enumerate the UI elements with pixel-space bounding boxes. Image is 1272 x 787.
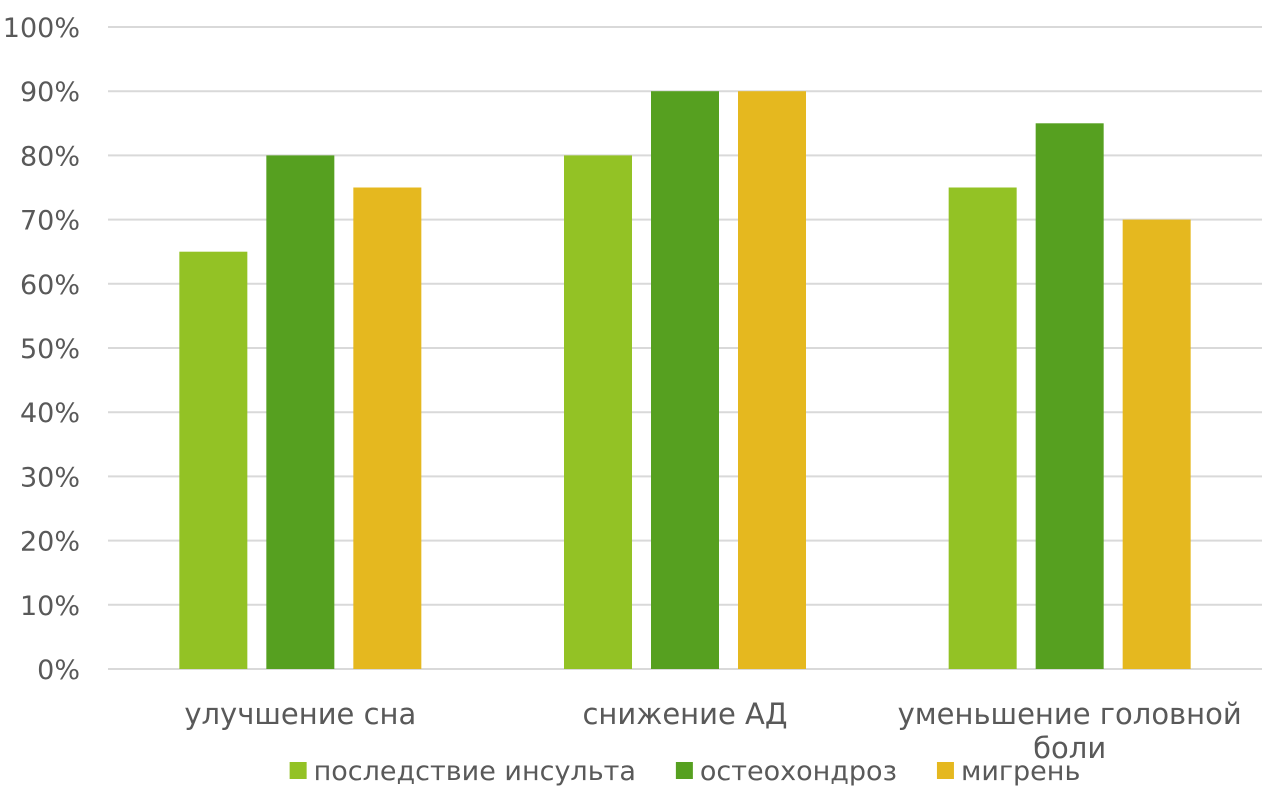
x-category-label: снижение АД xyxy=(582,697,787,731)
bar xyxy=(738,91,806,669)
y-tick-label: 70% xyxy=(20,206,80,237)
y-tick-label: 30% xyxy=(20,462,80,493)
legend-swatch xyxy=(675,762,693,779)
bar xyxy=(179,251,248,669)
bar xyxy=(1122,219,1191,669)
legend-label: мигрень xyxy=(961,756,1080,787)
bar xyxy=(948,187,1017,669)
legend-swatch xyxy=(289,762,307,779)
legend-label: остеохондроз xyxy=(700,756,897,787)
legend: последствие инсульта остеохондроз мигрень xyxy=(289,756,1080,787)
legend-item: остеохондроз xyxy=(675,756,897,787)
y-tick-label: 60% xyxy=(20,270,80,301)
y-tick-label: 20% xyxy=(20,527,80,558)
y-tick-label: 0% xyxy=(37,655,80,686)
y-axis-ticks: 0% 10% 20% 30% 40% 50% 60% 70% 80% 90% 100% xyxy=(3,13,80,686)
y-tick-label: 50% xyxy=(20,334,80,365)
bar xyxy=(651,91,719,669)
x-category-label: улучшение сна xyxy=(184,697,416,731)
x-category-label: уменьшение головной боли xyxy=(898,697,1242,765)
bars xyxy=(179,91,1191,670)
y-tick-label: 100% xyxy=(3,13,80,44)
legend-item: последствие инсульта xyxy=(289,756,636,787)
bar xyxy=(1035,123,1104,670)
y-tick-label: 10% xyxy=(20,591,80,622)
bar xyxy=(266,155,335,669)
legend-item: мигрень xyxy=(936,756,1080,787)
bar xyxy=(353,187,422,669)
legend-swatch xyxy=(936,762,954,779)
legend-label: последствие инсульта xyxy=(314,756,636,787)
bar xyxy=(564,155,632,669)
y-tick-label: 90% xyxy=(20,77,80,108)
y-tick-label: 80% xyxy=(20,141,80,172)
y-tick-label: 40% xyxy=(20,398,80,429)
x-axis-labels: улучшение сна снижение АД уменьшение голов… xyxy=(184,697,1241,765)
